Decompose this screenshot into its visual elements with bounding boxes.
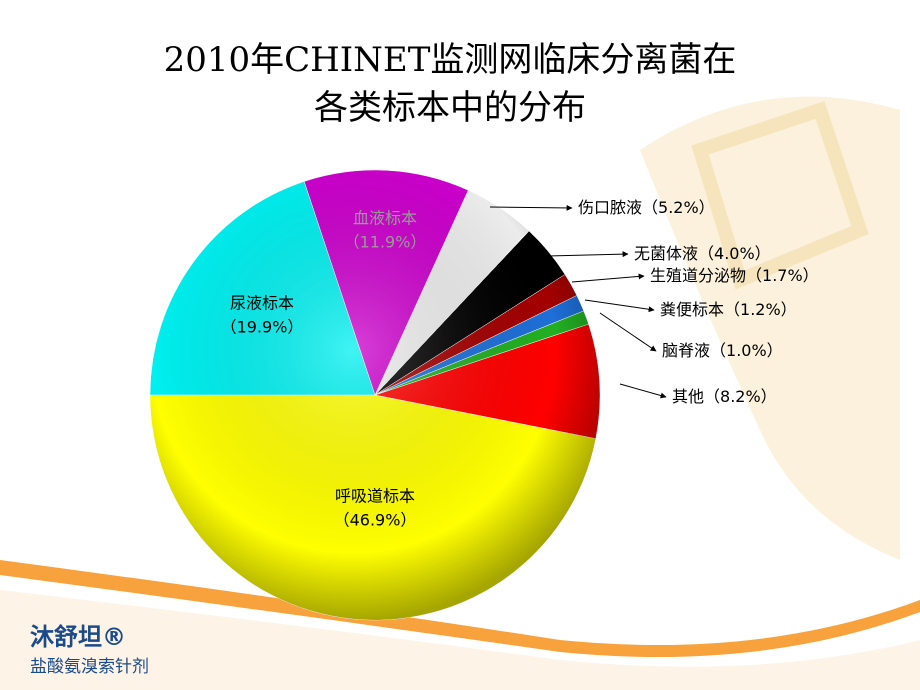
slice-label: 血液标本 bbox=[353, 209, 417, 228]
slice-label: 呼吸道标本 bbox=[335, 487, 415, 506]
slice-label: 脑脊液（1.0%） bbox=[662, 341, 783, 360]
category-label: 伤口脓液 bbox=[578, 198, 642, 217]
label-arrow bbox=[599, 312, 657, 352]
pie-slice bbox=[149, 394, 597, 621]
value-label: （5.2%） bbox=[642, 198, 715, 217]
slice-label: 伤口脓液（5.2%） bbox=[578, 198, 715, 217]
category-label: 无菌体液 bbox=[634, 244, 698, 263]
label-arrow bbox=[489, 204, 573, 211]
value-label: （4.0%） bbox=[698, 244, 771, 263]
value-label: （1.2%） bbox=[724, 300, 797, 319]
label-arrow bbox=[571, 273, 645, 283]
value-label: （19.9%） bbox=[221, 318, 304, 337]
value-label: （8.2%） bbox=[704, 387, 777, 406]
label-arrow bbox=[619, 383, 667, 399]
category-label: 生殖道分泌物 bbox=[650, 266, 746, 285]
chart-title: 各类标本中的分布 bbox=[314, 88, 586, 128]
label-arrow bbox=[547, 251, 629, 258]
slice-label: 生殖道分泌物（1.7%） bbox=[650, 266, 819, 285]
chart-title: 2010年CHINET监测网临床分离菌在 bbox=[164, 40, 737, 80]
value-label: （11.9%） bbox=[344, 233, 427, 252]
label-arrow bbox=[584, 299, 655, 313]
slice-label: 尿液标本 bbox=[230, 294, 294, 313]
category-label: 粪便标本 bbox=[660, 300, 724, 319]
category-label: 脑脊液 bbox=[662, 341, 710, 360]
category-label: 其他 bbox=[672, 387, 704, 406]
value-label: （46.9%） bbox=[334, 511, 417, 530]
background-decoration bbox=[0, 96, 920, 690]
brand-product: 盐酸氨溴索针剂 bbox=[30, 657, 149, 677]
slice-label: 无菌体液（4.0%） bbox=[634, 244, 771, 263]
slice-label: 其他（8.2%） bbox=[672, 387, 777, 406]
brand-logo: 沐舒坦® bbox=[30, 623, 126, 651]
slice-label: 粪便标本（1.2%） bbox=[660, 300, 797, 319]
value-label: （1.7%） bbox=[746, 266, 819, 285]
value-label: （1.0%） bbox=[710, 341, 783, 360]
